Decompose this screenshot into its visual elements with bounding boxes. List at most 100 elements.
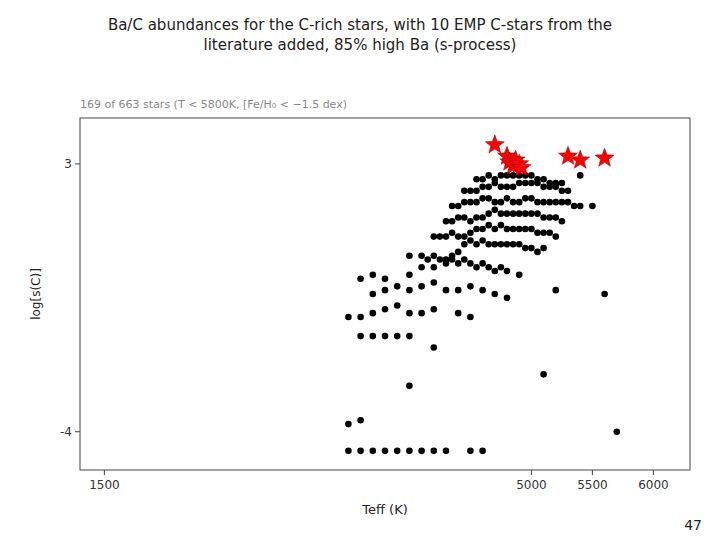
dot-point (455, 310, 462, 317)
x-tick (104, 470, 105, 475)
dot-point (394, 333, 401, 340)
dot-point (406, 333, 413, 340)
dot-point (498, 199, 505, 206)
dot-point (437, 233, 444, 240)
dot-point (498, 210, 505, 217)
dot-point (431, 344, 438, 351)
dot-point (382, 306, 389, 313)
dot-point (455, 287, 462, 294)
dot-point (455, 249, 462, 256)
dot-point (492, 226, 499, 233)
dot-point (443, 233, 450, 240)
dot-point (498, 264, 505, 271)
dot-point (516, 272, 523, 279)
dot-point (577, 172, 584, 179)
dot-point (498, 184, 505, 191)
dot-point (510, 226, 517, 233)
dot-point (394, 283, 401, 290)
dot-point (540, 371, 547, 378)
dot-point (522, 245, 529, 252)
y-tick (75, 163, 80, 164)
dot-point (540, 245, 547, 252)
dot-point (577, 203, 584, 210)
dot-point (601, 291, 608, 298)
dot-point (522, 195, 529, 202)
dot-point (516, 199, 523, 206)
dot-point (510, 199, 517, 206)
dot-point (479, 214, 486, 221)
dot-point (418, 264, 425, 271)
dot-point (449, 252, 456, 259)
dot-point (431, 233, 438, 240)
dot-point (449, 203, 456, 210)
dot-point (589, 203, 596, 210)
dot-point (467, 314, 474, 321)
dot-point (498, 172, 505, 179)
dot-point (455, 233, 462, 240)
dot-point (492, 176, 499, 183)
dot-point (431, 448, 438, 455)
dot-point (406, 287, 413, 294)
dot-point (516, 226, 523, 233)
dot-point (382, 333, 389, 340)
dot-point (473, 176, 480, 183)
dot-point (473, 241, 480, 248)
dot-point (357, 314, 364, 321)
dot-point (522, 180, 529, 187)
dot-point (559, 180, 566, 187)
dot-point (504, 268, 511, 275)
dot-point (485, 241, 492, 248)
dot-point (553, 233, 560, 240)
dot-point (559, 187, 566, 194)
dot-point (418, 310, 425, 317)
dot-point (522, 226, 529, 233)
title-line: Ba/C abundances for the C-rich stars, wi… (108, 16, 612, 34)
dot-point (406, 272, 413, 279)
dot-point (614, 428, 621, 435)
dot-point (528, 226, 535, 233)
dot-point (504, 172, 511, 179)
dot-point (467, 229, 474, 236)
dot-point (553, 199, 560, 206)
dot-point (431, 264, 438, 271)
dot-point (473, 187, 480, 194)
dot-point (394, 448, 401, 455)
dot-point (455, 260, 462, 267)
dot-point (357, 333, 364, 340)
dot-point (528, 180, 535, 187)
dot-point (534, 210, 541, 217)
dot-point (479, 195, 486, 202)
dot-point (504, 295, 511, 302)
dot-point (473, 199, 480, 206)
dot-point (528, 195, 535, 202)
dot-point (528, 210, 535, 217)
dot-point (467, 260, 474, 267)
dot-point (479, 184, 486, 191)
dot-point (485, 222, 492, 229)
dot-point (370, 310, 377, 317)
dot-point (534, 229, 541, 236)
dot-point (431, 306, 438, 313)
dot-point (540, 199, 547, 206)
background (0, 0, 720, 540)
page-number: 47 (684, 517, 702, 533)
x-tick (531, 470, 532, 475)
dot-point (492, 207, 499, 214)
dot-point (516, 241, 523, 248)
dot-point (540, 176, 547, 183)
dot-point (546, 229, 553, 236)
dot-point (504, 184, 511, 191)
dot-point (406, 448, 413, 455)
dot-point (345, 314, 352, 321)
dot-point (485, 210, 492, 217)
dot-point (406, 383, 413, 390)
dot-point (382, 275, 389, 282)
dot-point (461, 256, 468, 263)
star-point (571, 150, 590, 168)
dot-point (485, 172, 492, 179)
dot-point (534, 249, 541, 256)
dot-point (571, 203, 578, 210)
dot-point (473, 214, 480, 221)
dot-point (485, 195, 492, 202)
dot-point (510, 210, 517, 217)
